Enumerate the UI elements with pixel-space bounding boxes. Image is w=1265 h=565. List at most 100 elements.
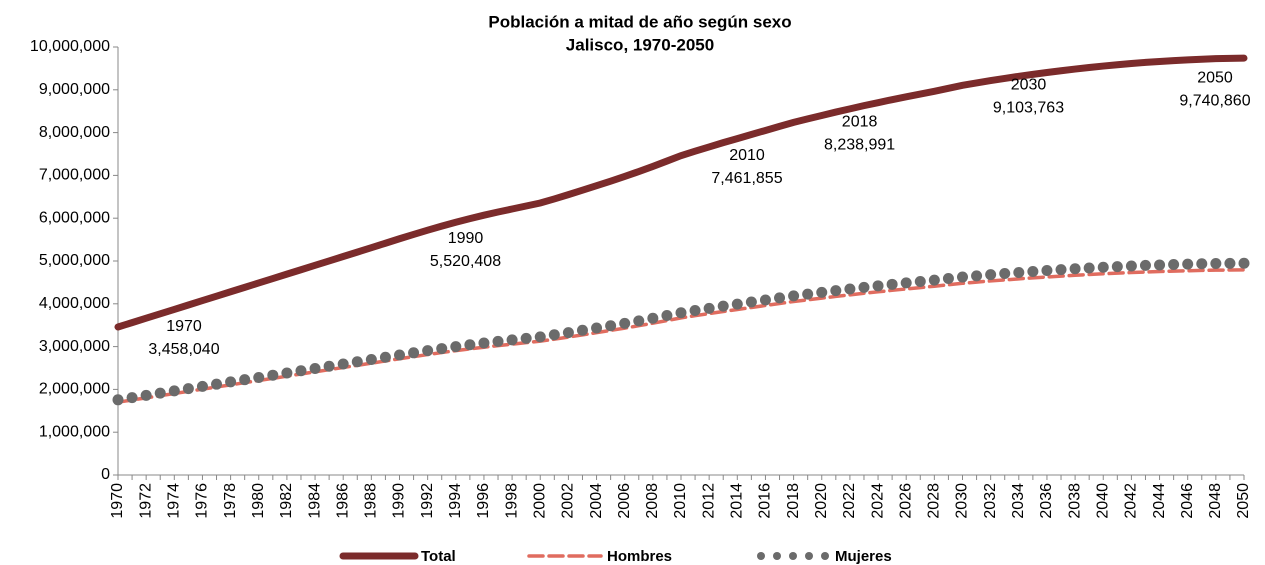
- data-point: [351, 356, 363, 368]
- x-tick-label: 2038: [1066, 483, 1083, 519]
- x-tick-label: 2030: [954, 483, 971, 519]
- data-label: 9,740,860: [1179, 92, 1250, 109]
- data-point: [1125, 260, 1137, 272]
- legend-swatch: [757, 552, 765, 560]
- y-tick-label: 7,000,000: [39, 167, 110, 184]
- y-tick-label: 0: [101, 466, 110, 483]
- data-point: [548, 329, 560, 341]
- x-tick-label: 2006: [616, 483, 633, 519]
- data-point: [239, 374, 251, 386]
- data-point: [1139, 259, 1151, 271]
- x-tick-label: 2010: [672, 483, 689, 519]
- data-point: [408, 347, 420, 359]
- data-point: [1182, 258, 1194, 270]
- data-point: [182, 383, 194, 395]
- data-label: 8,238,991: [824, 137, 895, 154]
- data-point: [985, 269, 997, 281]
- annotation-year: 2030: [1011, 77, 1047, 94]
- x-tick-label: 1992: [419, 483, 436, 519]
- data-point: [675, 307, 687, 319]
- data-point: [323, 360, 335, 372]
- data-point: [661, 310, 673, 322]
- data-point: [464, 339, 476, 351]
- data-point: [1154, 259, 1166, 271]
- x-tick-label: 1984: [306, 483, 323, 519]
- y-tick-label: 4,000,000: [39, 295, 110, 312]
- x-tick-label: 1972: [137, 483, 154, 519]
- data-point: [886, 278, 898, 290]
- x-tick-label: 2020: [813, 483, 830, 519]
- data-point: [196, 380, 208, 392]
- data-point: [562, 327, 574, 339]
- data-point: [717, 300, 729, 312]
- x-tick-label: 2026: [897, 483, 914, 519]
- data-point: [900, 277, 912, 289]
- x-tick-label: 2014: [729, 483, 746, 519]
- data-point: [309, 362, 321, 374]
- data-point: [576, 324, 588, 336]
- data-point: [1013, 266, 1025, 278]
- data-point: [1238, 257, 1250, 269]
- data-point: [759, 294, 771, 306]
- data-point: [745, 296, 757, 308]
- data-point: [605, 320, 617, 332]
- data-point: [365, 354, 377, 366]
- data-point: [436, 343, 448, 355]
- y-tick-label: 9,000,000: [39, 81, 110, 98]
- data-point: [1224, 257, 1236, 269]
- data-point: [295, 365, 307, 377]
- data-point: [731, 298, 743, 310]
- x-tick-label: 2028: [926, 483, 943, 519]
- data-point: [703, 302, 715, 314]
- y-tick-label: 3,000,000: [39, 338, 110, 355]
- data-point: [534, 331, 546, 343]
- data-label: 5,520,408: [430, 253, 501, 270]
- data-point: [591, 322, 603, 334]
- x-tick-label: 2040: [1094, 483, 1111, 519]
- x-tick-label: 1976: [194, 483, 211, 519]
- x-tick-label: 2000: [531, 483, 548, 519]
- data-point: [914, 276, 926, 288]
- data-point: [450, 341, 462, 353]
- data-point: [422, 345, 434, 357]
- data-point: [1055, 264, 1067, 276]
- data-point: [394, 349, 405, 361]
- data-point: [1027, 265, 1039, 277]
- x-tick-label: 2024: [869, 483, 886, 519]
- x-tick-label: 2050: [1235, 483, 1252, 519]
- data-point: [942, 273, 954, 285]
- x-tick-label: 1990: [391, 483, 408, 519]
- data-point: [1196, 258, 1208, 270]
- data-point: [1168, 259, 1180, 271]
- data-point: [1210, 258, 1222, 270]
- data-point: [140, 389, 152, 401]
- series-line: [116, 268, 1246, 404]
- data-point: [844, 283, 856, 295]
- data-point: [253, 371, 265, 383]
- x-tick-label: 2004: [588, 483, 605, 519]
- data-point: [126, 392, 138, 404]
- data-point: [1097, 261, 1109, 273]
- data-point: [830, 285, 842, 297]
- y-tick-label: 8,000,000: [39, 124, 110, 141]
- x-tick-label: 1986: [334, 483, 351, 519]
- legend-label: Total: [421, 548, 456, 565]
- x-tick-label: 2002: [560, 483, 577, 519]
- x-tick-label: 2046: [1179, 483, 1196, 519]
- x-tick-label: 2032: [982, 483, 999, 519]
- data-point: [492, 335, 504, 347]
- data-point: [647, 312, 659, 324]
- x-tick-label: 2044: [1151, 483, 1168, 519]
- y-tick-label: 6,000,000: [39, 209, 110, 226]
- x-tick-label: 2042: [1123, 483, 1140, 519]
- data-point: [816, 286, 828, 298]
- data-label: 9,103,763: [993, 100, 1064, 117]
- data-point: [267, 369, 279, 381]
- x-tick-label: 2012: [700, 483, 717, 519]
- x-tick-label: 2022: [841, 483, 858, 519]
- legend-label: Mujeres: [835, 548, 892, 565]
- x-tick-label: 2048: [1207, 483, 1224, 519]
- data-point: [633, 315, 645, 327]
- x-tick-label: 2016: [757, 483, 774, 519]
- data-point: [211, 378, 223, 390]
